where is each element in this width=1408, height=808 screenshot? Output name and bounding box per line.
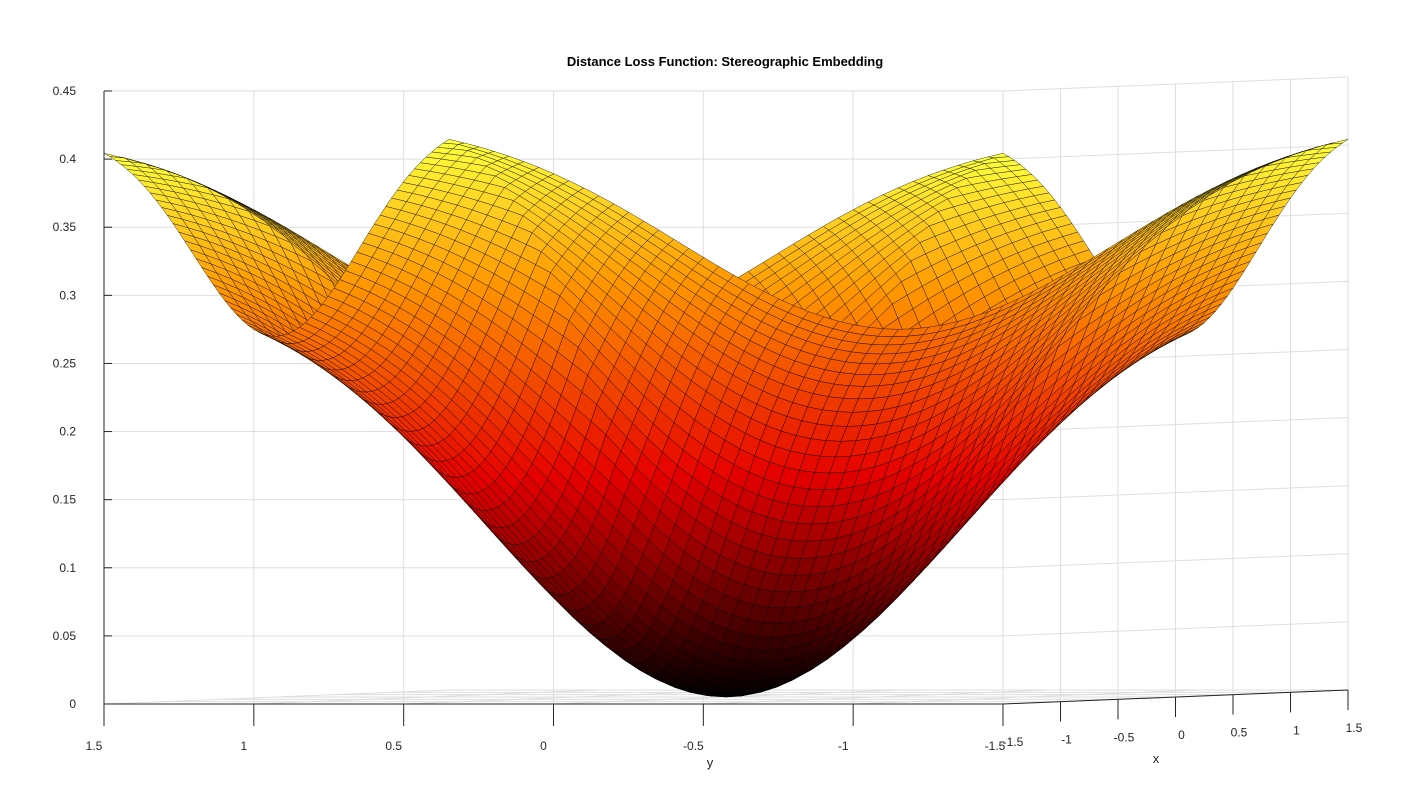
grid-line	[104, 144, 1349, 160]
grid-line	[703, 689, 1049, 705]
grid-line	[104, 621, 1349, 637]
chart-title: Distance Loss Function: Stereographic Em…	[567, 54, 883, 69]
x-tick-label: -0.5	[1114, 730, 1135, 744]
x-tick-label: 1	[1293, 723, 1300, 737]
x-tick-label: 1.5	[1346, 721, 1363, 735]
y-axis-label: y	[707, 755, 714, 770]
y-tick-label: -1	[838, 739, 849, 753]
z-tick-label: 0.2	[59, 425, 76, 439]
surface-mesh	[103, 139, 1349, 698]
z-tick-label: 0.25	[53, 356, 77, 370]
z-tick-label: 0.4	[59, 152, 76, 166]
grid-line	[104, 553, 1349, 569]
grid-line	[104, 485, 1349, 501]
y-tick-label: -0.5	[683, 739, 704, 753]
grid-line	[104, 76, 1349, 92]
z-tick-label: 0.45	[53, 84, 77, 98]
y-tick-label: 0	[540, 739, 547, 753]
y-tick-label: 1	[240, 739, 247, 753]
x-tick-label: 0.5	[1231, 726, 1248, 740]
x-tick-label: 0	[1178, 728, 1185, 742]
y-tick-label: 0.5	[385, 739, 402, 753]
x-axis-label: x	[1153, 751, 1160, 766]
z-tick-label: 0.15	[53, 493, 77, 507]
grid-line	[253, 689, 599, 705]
z-tick-label: 0	[69, 697, 76, 711]
z-tick-label: 0.1	[59, 561, 76, 575]
z-tick-label: 0.05	[53, 629, 77, 643]
surface-face	[103, 153, 125, 159]
grid-line	[853, 689, 1199, 705]
x-tick-label: -1	[1061, 733, 1072, 747]
y-tick-label: 1.5	[86, 739, 103, 753]
grid-line	[103, 689, 450, 705]
x-tick-label: -1.5	[1003, 735, 1024, 749]
z-tick-label: 0.35	[53, 220, 77, 234]
z-tick-label: 0.3	[59, 288, 76, 302]
